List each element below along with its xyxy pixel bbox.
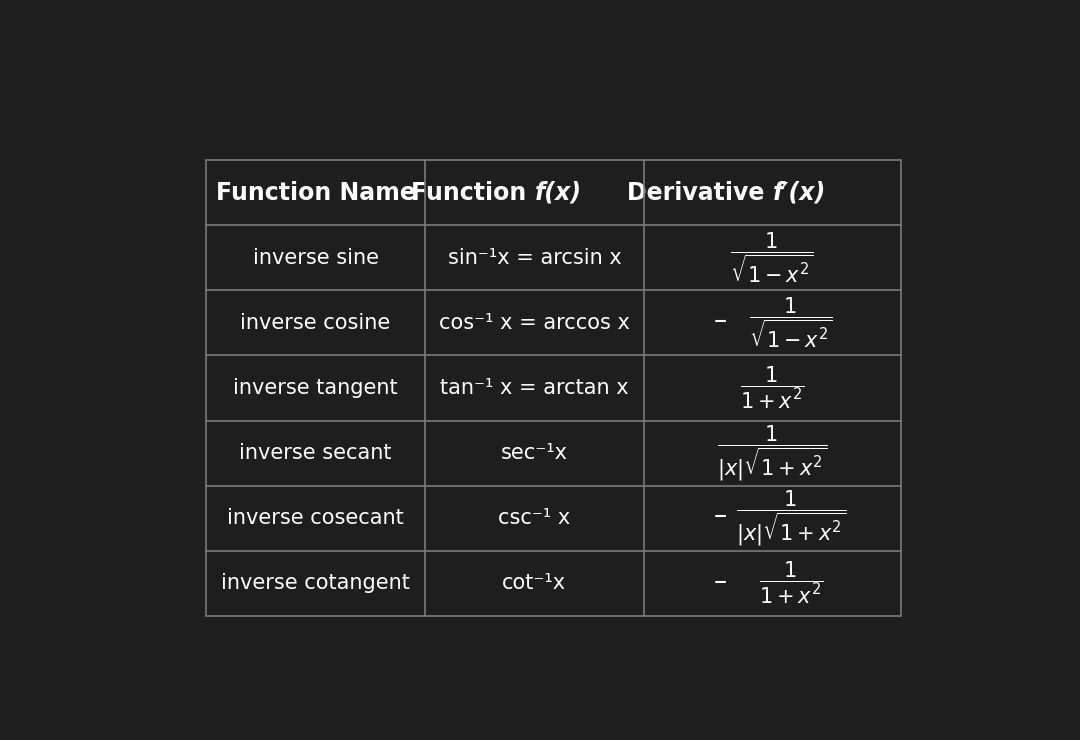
Text: cos⁻¹ x = arccos x: cos⁻¹ x = arccos x (438, 313, 630, 333)
Text: f′(x): f′(x) (772, 181, 825, 204)
Text: csc⁻¹ x: csc⁻¹ x (498, 508, 570, 528)
Text: sin⁻¹x = arcsin x: sin⁻¹x = arcsin x (447, 248, 621, 268)
Text: Function: Function (410, 181, 535, 204)
Text: Function Name: Function Name (216, 181, 416, 204)
Text: inverse cotangent: inverse cotangent (221, 574, 410, 593)
Text: –: – (714, 308, 727, 334)
Text: inverse secant: inverse secant (240, 443, 392, 463)
Text: Derivative: Derivative (626, 181, 772, 204)
Text: inverse cosine: inverse cosine (241, 313, 391, 333)
Text: cot⁻¹x: cot⁻¹x (502, 574, 566, 593)
Text: $\dfrac{1}{\sqrt{1-x^2}}$: $\dfrac{1}{\sqrt{1-x^2}}$ (748, 296, 833, 350)
Bar (206, 160, 901, 616)
Text: $\dfrac{1}{1+x^2}$: $\dfrac{1}{1+x^2}$ (740, 365, 805, 411)
Text: –: – (714, 568, 727, 595)
Text: inverse sine: inverse sine (253, 248, 379, 268)
Text: tan⁻¹ x = arctan x: tan⁻¹ x = arctan x (440, 378, 629, 398)
Text: sec⁻¹x: sec⁻¹x (501, 443, 568, 463)
Text: $\dfrac{1}{|x|\sqrt{1+x^2}}$: $\dfrac{1}{|x|\sqrt{1+x^2}}$ (717, 423, 827, 483)
Text: –: – (714, 503, 727, 530)
Text: f(x): f(x) (535, 181, 581, 204)
Text: inverse cosecant: inverse cosecant (227, 508, 404, 528)
Text: $\dfrac{1}{\sqrt{1-x^2}}$: $\dfrac{1}{\sqrt{1-x^2}}$ (730, 231, 814, 285)
Text: $\dfrac{1}{1+x^2}$: $\dfrac{1}{1+x^2}$ (758, 560, 823, 606)
Text: inverse tangent: inverse tangent (233, 378, 397, 398)
Text: $\dfrac{1}{|x|\sqrt{1+x^2}}$: $\dfrac{1}{|x|\sqrt{1+x^2}}$ (735, 488, 846, 548)
